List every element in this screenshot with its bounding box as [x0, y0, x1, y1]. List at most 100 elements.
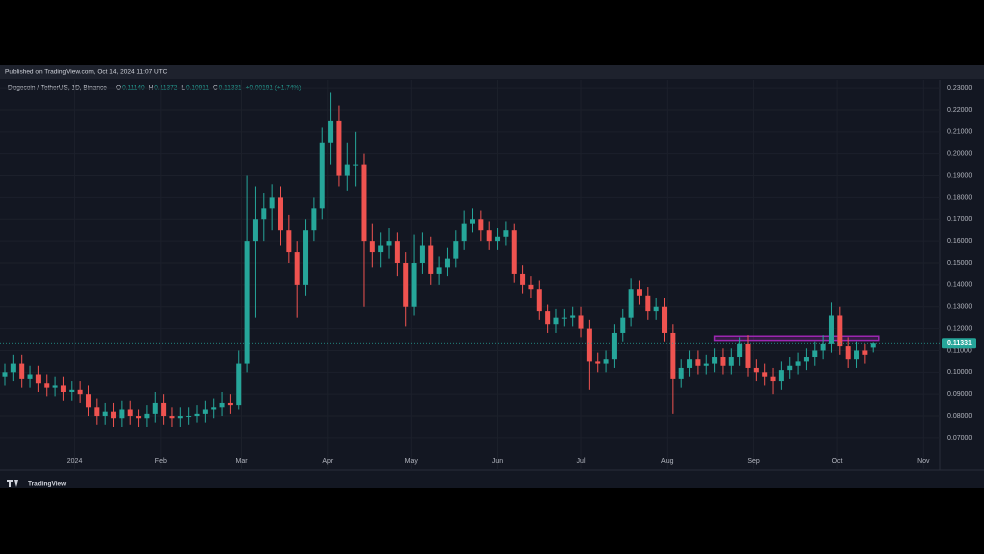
- candle-body: [119, 409, 125, 419]
- brand-logo: [7, 480, 18, 487]
- candle-body: [653, 306, 659, 312]
- candle-body: [60, 385, 66, 392]
- candle-body: [361, 164, 367, 242]
- publish-bar: [0, 65, 984, 79]
- candle-body: [394, 241, 400, 264]
- y-tick-label: 0.18000: [947, 194, 972, 201]
- candle-body: [353, 164, 359, 166]
- candle-body: [778, 370, 784, 382]
- candle-body: [102, 411, 108, 417]
- y-tick-label: 0.08000: [947, 413, 972, 420]
- candle-body: [461, 223, 467, 242]
- candle-body: [695, 359, 701, 366]
- candle-body: [828, 315, 834, 344]
- candle-body: [645, 295, 651, 312]
- candle-body: [311, 208, 317, 231]
- candle-body: [753, 367, 759, 373]
- candle-body: [269, 197, 275, 209]
- candle-body: [186, 416, 192, 418]
- y-tick-label: 0.07000: [947, 435, 972, 442]
- x-tick-label: Jun: [492, 458, 503, 465]
- candle-body: [536, 289, 542, 312]
- candle-body: [19, 363, 25, 379]
- candle-body: [136, 416, 142, 419]
- candle-body: [453, 241, 459, 259]
- candle-body: [762, 372, 768, 377]
- candle-body: [386, 241, 392, 246]
- y-tick-label: 0.11000: [947, 347, 972, 354]
- candle-body: [745, 343, 751, 368]
- candle-body: [194, 413, 200, 417]
- candle-body: [728, 357, 734, 366]
- y-tick-label: 0.15000: [947, 260, 972, 267]
- candle-body: [812, 350, 818, 358]
- candle-body: [570, 315, 576, 318]
- y-tick-label: 0.23000: [947, 85, 972, 92]
- x-tick-label: Apr: [322, 458, 334, 465]
- candle-body: [620, 317, 626, 333]
- candle-body: [161, 402, 167, 417]
- candle-body: [202, 409, 208, 414]
- candle-body: [553, 317, 559, 325]
- candle-body: [787, 365, 793, 371]
- candle-body: [870, 343, 876, 348]
- candle-body: [27, 374, 33, 379]
- candle-body: [469, 219, 476, 224]
- candle-body: [2, 372, 8, 377]
- candle-body: [720, 357, 726, 366]
- x-tick-label: 2024: [67, 458, 83, 465]
- y-tick-label: 0.14000: [947, 282, 972, 289]
- candle-body: [344, 164, 350, 176]
- y-tick-label: 0.12000: [947, 325, 972, 332]
- y-tick-label: 0.10000: [947, 369, 972, 376]
- panel: [0, 65, 984, 488]
- candle-body: [236, 363, 242, 406]
- candle-body: [169, 416, 175, 419]
- candle-body: [820, 343, 826, 351]
- candle-body: [503, 230, 509, 237]
- x-tick-label: Sep: [747, 458, 760, 465]
- candle-body: [111, 411, 117, 419]
- x-tick-label: Mar: [236, 458, 249, 465]
- candle-body: [636, 289, 642, 296]
- candle-body: [261, 208, 267, 220]
- candle-body: [52, 385, 58, 388]
- x-tick-label: May: [405, 458, 419, 465]
- x-tick-label: Feb: [155, 458, 167, 465]
- candle-body: [628, 289, 634, 318]
- candle-body: [845, 346, 851, 360]
- candle-body: [286, 230, 292, 253]
- x-tick-label: Jul: [577, 458, 586, 465]
- candle-body: [603, 359, 609, 364]
- x-tick-label: Aug: [661, 458, 674, 465]
- y-tick-label: 0.09000: [947, 391, 972, 398]
- candle-body: [369, 241, 375, 253]
- candle-body: [44, 383, 50, 388]
- candle-body: [85, 394, 91, 408]
- last-price-label: 0.11331: [947, 340, 972, 347]
- candle-body: [511, 230, 517, 274]
- candle-body: [545, 311, 551, 325]
- candle-body: [770, 376, 776, 382]
- candle-body: [403, 263, 409, 307]
- candle-body: [211, 407, 217, 410]
- candle-body: [152, 402, 158, 414]
- candle-body: [252, 219, 258, 242]
- candle-body: [378, 245, 384, 253]
- candle-body: [35, 374, 41, 384]
- candle-body: [837, 315, 843, 347]
- candle-body: [737, 343, 743, 358]
- candle-body: [10, 363, 16, 373]
- candle-body: [94, 407, 100, 417]
- y-tick-label: 0.21000: [947, 129, 972, 136]
- candle-body: [436, 267, 442, 274]
- candle-body: [662, 306, 668, 333]
- candle-body: [670, 332, 676, 379]
- y-tick-label: 0.20000: [947, 151, 972, 158]
- y-tick-label: 0.22000: [947, 107, 972, 114]
- candle-body: [294, 252, 300, 285]
- candle-body: [528, 284, 534, 290]
- candle-body: [319, 142, 325, 209]
